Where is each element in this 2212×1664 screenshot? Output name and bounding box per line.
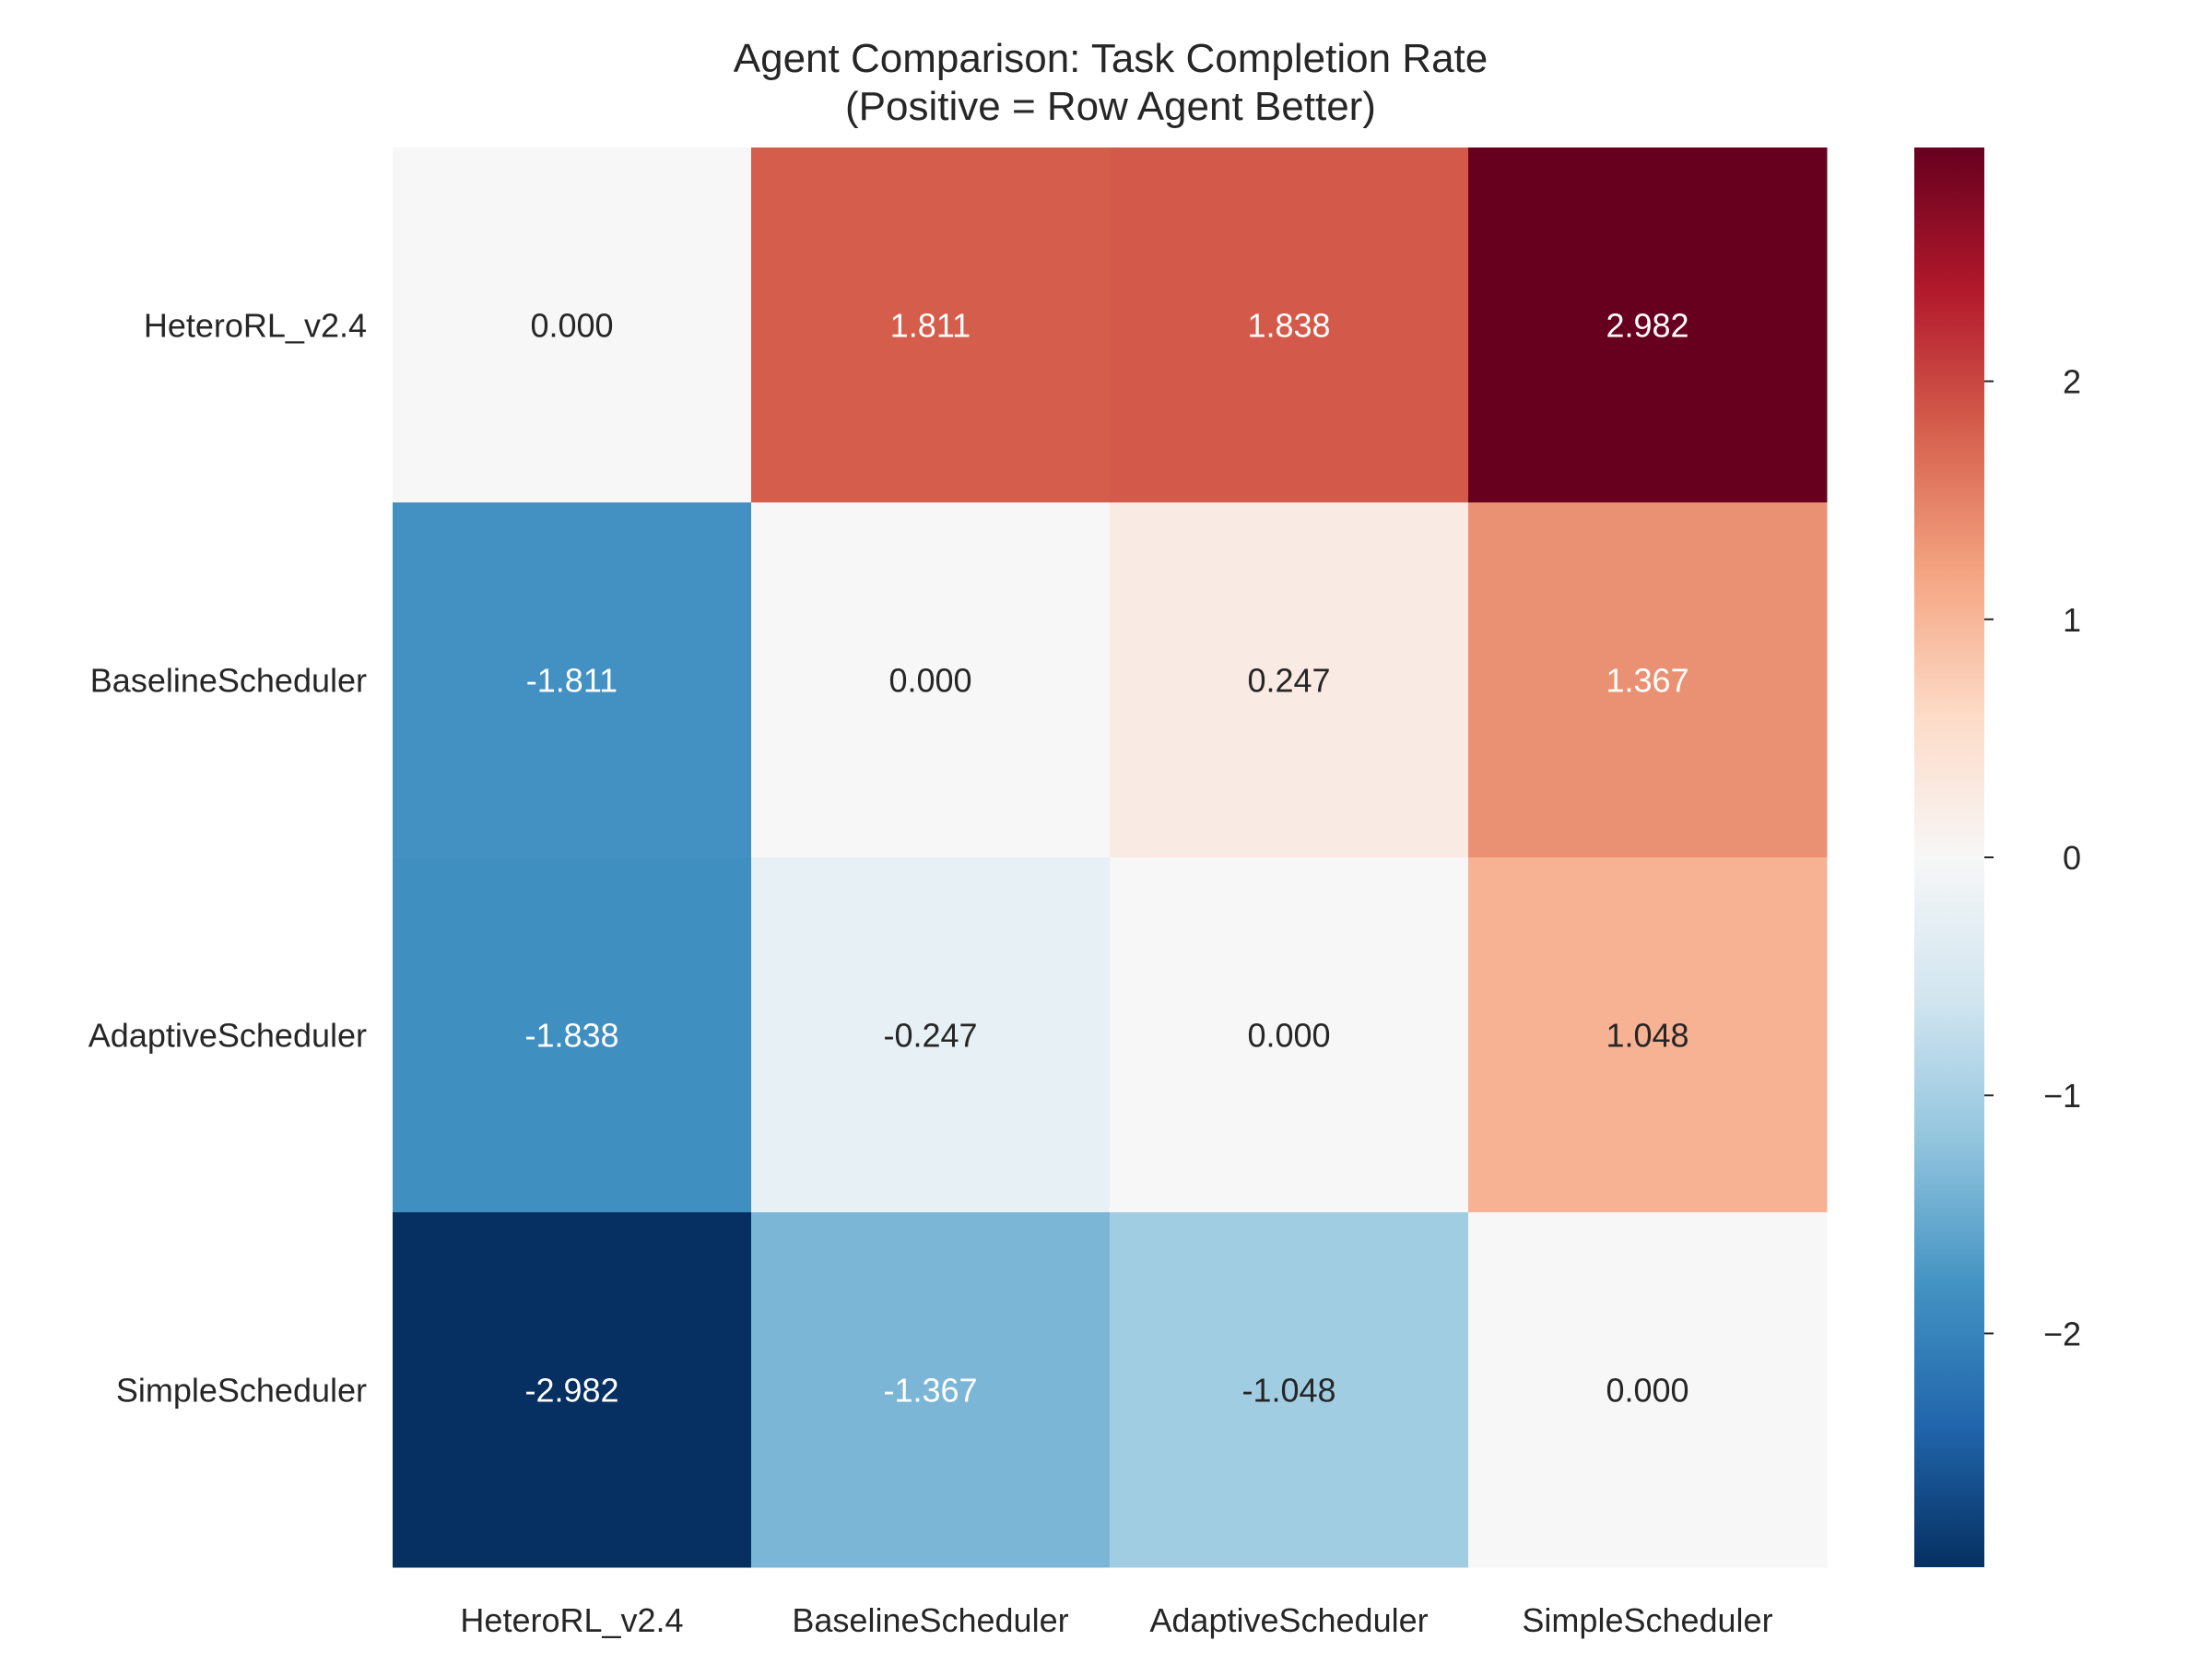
col-tick-labels: HeteroRL_v2.4 BaselineScheduler AdaptiveSc… xyxy=(460,1601,1772,1639)
heatmap-cell xyxy=(751,857,1111,1213)
cell-value-label: -2.982 xyxy=(524,1372,618,1410)
cell-value-label: 0.000 xyxy=(530,307,613,345)
col-tick-label: HeteroRL_v2.4 xyxy=(460,1601,683,1639)
row-tick-labels: HeteroRL_v2.4 BaselineScheduler AdaptiveSc… xyxy=(88,307,367,1410)
cell-value-label: 1.367 xyxy=(1606,662,1688,700)
cell-value-label: 2.982 xyxy=(1606,307,1688,345)
colorbar-tick-label: 2 xyxy=(2063,363,2081,401)
heatmap-cell xyxy=(751,502,1111,858)
heatmap-cell xyxy=(393,857,752,1213)
heatmap-cell xyxy=(1110,857,1469,1213)
row-tick-label: SimpleScheduler xyxy=(116,1372,367,1410)
colorbar-tick-label: −2 xyxy=(2043,1315,2081,1352)
cell-value-label: 0.000 xyxy=(1606,1372,1688,1410)
cell-value-label: -1.811 xyxy=(526,662,618,700)
heatmap-cell xyxy=(1468,148,1828,503)
heatmap-cells: 0.000 1.811 1.838 2.982 -1.811 0.000 0.247 1.36… xyxy=(393,148,1828,1568)
heatmap-cell xyxy=(1468,502,1828,858)
cell-value-label: -1.838 xyxy=(524,1017,618,1055)
colorbar-bar xyxy=(1914,148,1984,1567)
cell-value-label: 1.838 xyxy=(1247,307,1330,345)
row-tick-label: HeteroRL_v2.4 xyxy=(144,307,367,345)
col-tick-label: AdaptiveScheduler xyxy=(1149,1601,1428,1639)
chart-title-line-2: (Positive = Row Agent Better) xyxy=(845,84,1376,129)
cell-value-label: -1.048 xyxy=(1241,1372,1335,1410)
cell-value-label: 0.000 xyxy=(1247,1017,1330,1055)
cell-value-label: 0.247 xyxy=(1247,662,1330,700)
cell-value-label: 0.000 xyxy=(888,662,971,700)
chart-title-line-1: Agent Comparison: Task Completion Rate xyxy=(734,36,1488,81)
heatmap-cell xyxy=(751,148,1111,503)
colorbar-tick-label: 1 xyxy=(2063,601,2081,639)
heatmap-cell xyxy=(393,1212,752,1568)
cell-value-label: 1.811 xyxy=(890,307,971,345)
heatmap-cell xyxy=(393,148,752,503)
heatmap-cell xyxy=(1468,1212,1828,1568)
cell-value-label: 1.048 xyxy=(1606,1017,1688,1055)
colorbar: 2 1 0 −1 −2 xyxy=(1914,148,2081,1567)
col-tick-label: BaselineScheduler xyxy=(792,1601,1068,1639)
heatmap-cell xyxy=(1110,502,1469,858)
heatmap-cell xyxy=(1468,857,1828,1213)
row-tick-label: BaselineScheduler xyxy=(90,662,367,700)
cell-value-label: -0.247 xyxy=(883,1017,977,1055)
colorbar-tick-label: −1 xyxy=(2043,1077,2081,1115)
heatmap-cell xyxy=(1110,148,1469,503)
heatmap-cell xyxy=(751,1212,1111,1568)
heatmap-cell xyxy=(393,502,752,858)
heatmap-cell xyxy=(1110,1212,1469,1568)
colorbar-tick-label: 0 xyxy=(2063,839,2081,877)
cell-value-label: -1.367 xyxy=(883,1372,977,1410)
col-tick-label: SimpleScheduler xyxy=(1522,1601,1772,1639)
row-tick-label: AdaptiveScheduler xyxy=(88,1017,367,1055)
